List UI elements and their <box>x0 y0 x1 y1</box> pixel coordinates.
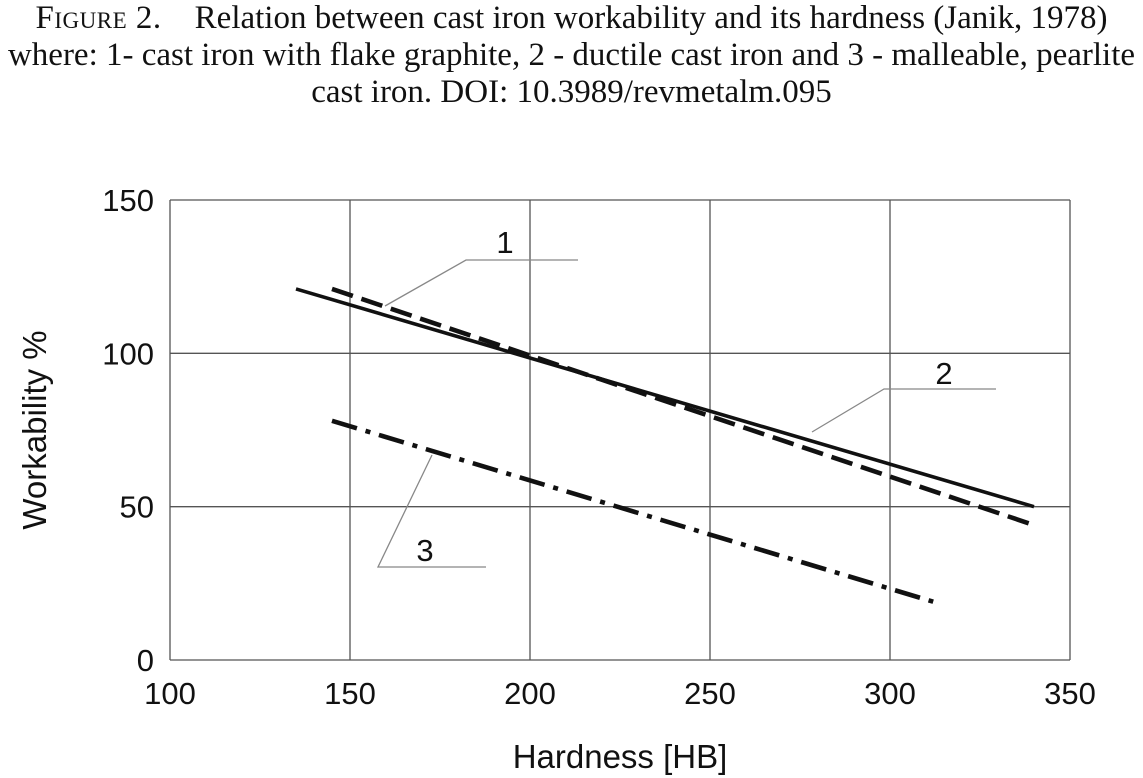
series-callouts: 1 2 3 <box>376 225 996 568</box>
x-tick-label: 200 <box>504 676 556 711</box>
x-tick-label: 150 <box>324 676 376 711</box>
series-line-3 <box>331 418 934 604</box>
x-tick-label: 250 <box>684 676 736 711</box>
y-tick-label: 150 <box>102 183 154 218</box>
series-lines <box>295 286 1035 604</box>
y-tick-label: 0 <box>137 643 154 678</box>
tick-labels: 100 150 200 250 300 350 0 50 100 150 <box>102 183 1096 711</box>
y-axis-label: Workability % <box>16 330 53 529</box>
figure-caption: Figure 2. Relation between cast iron wor… <box>0 0 1143 111</box>
series-label-2: 2 <box>935 356 952 391</box>
series-label-1: 1 <box>496 225 513 260</box>
y-tick-label: 50 <box>120 490 154 525</box>
callout-leader-2 <box>811 388 996 433</box>
series-line-2 <box>331 286 1035 528</box>
x-axis-label: Hardness [HB] <box>513 738 728 775</box>
caption-lead: Figure 2. <box>35 0 162 36</box>
x-tick-label: 300 <box>864 676 916 711</box>
x-tick-label: 350 <box>1044 676 1096 711</box>
y-tick-label: 100 <box>102 336 154 371</box>
caption-text: Relation between cast iron workability a… <box>7 0 1136 110</box>
series-label-3: 3 <box>416 533 433 568</box>
callout-leader-3 <box>376 454 486 568</box>
x-tick-label: 100 <box>144 676 196 711</box>
grid <box>169 199 1071 661</box>
series-line-1 <box>295 287 1035 509</box>
callout-leader-1 <box>384 259 578 307</box>
